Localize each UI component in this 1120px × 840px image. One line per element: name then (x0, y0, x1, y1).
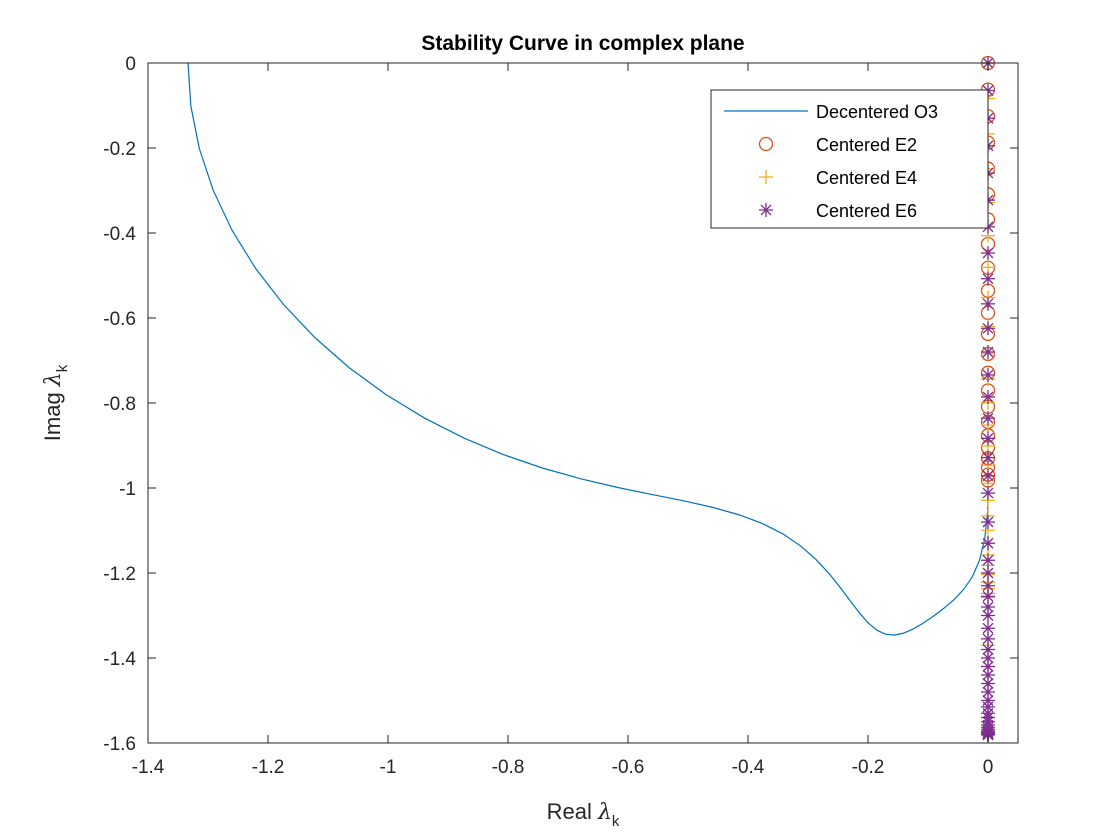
y-tick-label: -0.2 (103, 139, 136, 160)
legend-entry-e6: Centered E6 (816, 201, 917, 221)
y-tick-label: -0.6 (103, 309, 136, 330)
point-centered-e6 (981, 536, 995, 551)
point-centered-e6 (981, 411, 995, 426)
x-tick-label: -1.2 (252, 757, 285, 778)
point-centered-e6 (981, 515, 995, 529)
y-tick-label: -1 (119, 479, 136, 500)
point-centered-e6 (981, 389, 995, 404)
point-centered-e6 (981, 296, 995, 311)
point-centered-e6 (981, 553, 995, 568)
point-centered-e6 (981, 659, 995, 674)
x-tick-label: -0.6 (612, 757, 645, 778)
point-centered-e6 (981, 608, 995, 623)
x-tick-label: -0.2 (852, 757, 885, 778)
point-centered-e6 (981, 321, 995, 336)
y-axis: 0 -0.2 -0.4 -0.6 -0.8 -1 -1.2 -1.4 -1.6 (103, 54, 1018, 755)
y-axis-label-subscript: k (54, 364, 71, 372)
legend-swatch-e2 (758, 136, 774, 152)
point-centered-e6 (981, 450, 995, 465)
legend-swatch-e4 (759, 170, 773, 184)
point-centered-e6 (981, 246, 995, 261)
y-tick-label: -1.4 (103, 649, 136, 670)
legend-swatch-e6 (759, 203, 773, 217)
x-tick-label: -0.4 (732, 757, 765, 778)
series-line-decentered-o3 (187, 62, 989, 636)
point-centered-e6 (981, 566, 995, 580)
y-axis-label: Imag λk (40, 364, 71, 441)
legend-entry-o3: Decentered O3 (816, 102, 938, 122)
point-centered-e6 (981, 642, 995, 657)
y-tick-label: -0.8 (103, 394, 136, 415)
y-axis-label-symbol: λ (41, 372, 66, 387)
x-axis: -1.4 -1.2 -1 -0.8 -0.6 -0.4 -0.2 0 (132, 63, 994, 778)
y-tick-label: -1.2 (103, 564, 136, 585)
point-centered-e6 (981, 486, 995, 501)
x-tick-label: -1 (380, 757, 397, 778)
y-tick-label: -1.6 (103, 734, 136, 755)
x-tick-label: 0 (983, 757, 994, 778)
point-centered-e6 (981, 271, 995, 286)
point-centered-e6 (981, 345, 995, 359)
point-centered-e6 (981, 468, 995, 483)
point-centered-e6 (981, 631, 995, 646)
legend-box (710, 89, 989, 229)
y-tick-label: 0 (125, 54, 136, 75)
x-tick-label: -1.4 (132, 757, 165, 778)
point-centered-e6 (981, 367, 995, 382)
x-axis-label-main: Real (547, 799, 598, 824)
legend-entry-e2: Centered E2 (816, 135, 917, 155)
point-centered-e6 (981, 431, 995, 446)
chart-title: Stability Curve in complex plane (421, 32, 744, 55)
x-axis-label: Real λk (547, 799, 620, 830)
legend-swatches (724, 110, 808, 217)
x-axis-label-symbol: λ (597, 800, 612, 825)
y-axis-label-main: Imag (40, 386, 65, 441)
x-axis-label-subscript: k (612, 813, 620, 830)
legend-entry-e4: Centered E4 (816, 168, 917, 188)
y-tick-label: -0.4 (103, 224, 136, 245)
legend[interactable]: Decentered O3 Centered E2 Centered E4 Ce… (710, 89, 989, 229)
x-tick-label: -0.8 (492, 757, 525, 778)
